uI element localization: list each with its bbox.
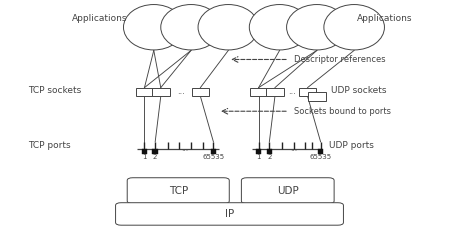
Text: 2: 2 [153, 154, 158, 160]
Text: Applications: Applications [72, 14, 128, 23]
Ellipse shape [123, 5, 184, 50]
Text: TCP sockets: TCP sockets [28, 86, 81, 95]
Text: Applications: Applications [356, 14, 412, 23]
Text: UDP ports: UDP ports [329, 141, 373, 150]
Text: 1: 1 [256, 154, 261, 160]
Text: UDP sockets: UDP sockets [331, 86, 386, 95]
Bar [136, 88, 153, 96]
Text: TCP ports: TCP ports [28, 141, 70, 150]
Text: ...: ... [181, 144, 188, 153]
Bar [152, 149, 158, 154]
Text: ...: ... [177, 87, 185, 96]
Ellipse shape [287, 5, 347, 50]
Text: 1: 1 [142, 154, 147, 160]
Text: TCP: TCP [169, 186, 188, 196]
Ellipse shape [198, 5, 259, 50]
Bar [211, 149, 216, 154]
Text: UDP: UDP [277, 186, 299, 196]
Text: 2: 2 [267, 154, 272, 160]
Text: IP: IP [225, 209, 234, 219]
Bar [267, 149, 272, 154]
Ellipse shape [161, 5, 221, 50]
FancyBboxPatch shape [116, 203, 343, 225]
Bar [142, 149, 147, 154]
Bar [299, 88, 316, 96]
Ellipse shape [249, 5, 310, 50]
Text: Sockets bound to ports: Sockets bound to ports [294, 107, 391, 116]
Bar [192, 88, 209, 96]
Text: ...: ... [290, 144, 298, 153]
Bar [266, 88, 284, 96]
Bar [152, 88, 170, 96]
Bar [250, 88, 267, 96]
FancyBboxPatch shape [241, 178, 334, 204]
FancyBboxPatch shape [127, 178, 229, 204]
Text: ...: ... [288, 87, 295, 96]
Text: 65535: 65535 [309, 154, 332, 160]
Text: Descriptor references: Descriptor references [294, 54, 385, 64]
Bar [256, 149, 261, 154]
Bar [318, 149, 323, 154]
Text: 65535: 65535 [202, 154, 225, 160]
Ellipse shape [324, 5, 384, 50]
Bar [308, 92, 326, 101]
